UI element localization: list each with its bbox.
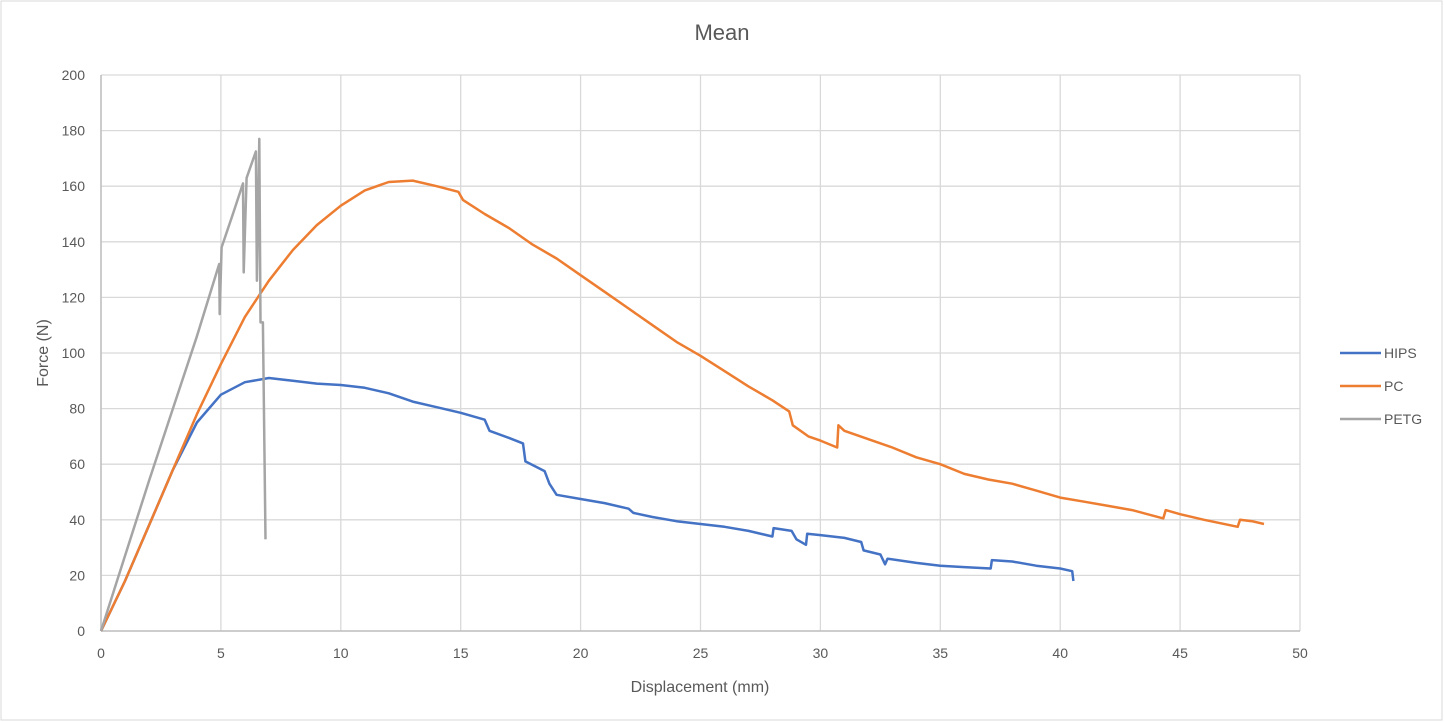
legend-label: PETG (1384, 411, 1422, 427)
y-tick-label: 160 (62, 178, 86, 194)
y-tick-label: 180 (62, 123, 86, 139)
legend-label: HIPS (1384, 345, 1417, 361)
y-tick-label: 140 (62, 234, 86, 250)
x-axis-label: Displacement (mm) (631, 679, 770, 696)
x-tick-label: 35 (933, 645, 949, 661)
x-tick-label: 45 (1172, 645, 1188, 661)
y-axis-label: Force (N) (35, 319, 52, 387)
series-line-pc (99, 179, 1265, 632)
y-tick-label: 60 (69, 456, 85, 472)
y-tick-label: 200 (62, 67, 86, 83)
x-tick-label: 5 (217, 645, 225, 661)
y-tick-label: 120 (62, 289, 86, 305)
series-lines (99, 137, 1265, 632)
x-tick-label: 15 (453, 645, 469, 661)
x-tick-label: 50 (1292, 645, 1308, 661)
y-tick-label: 20 (69, 567, 85, 583)
legend: HIPS PC PETG (1340, 345, 1422, 427)
x-tick-label: 20 (573, 645, 589, 661)
x-tick-label: 0 (97, 645, 105, 661)
series-line-hips (99, 376, 1075, 632)
chart-title: Mean (694, 20, 749, 45)
x-tick-label: 30 (813, 645, 829, 661)
series-line-petg (99, 137, 267, 632)
axes: 0 5 10 15 20 25 30 35 40 45 50 0 20 40 60 80 100 120 140 16… (62, 67, 1308, 661)
x-tick-label: 25 (693, 645, 709, 661)
y-tick-label: 0 (77, 623, 85, 639)
y-tick-label: 80 (69, 401, 85, 417)
y-tick-label: 40 (69, 512, 85, 528)
x-tick-label: 40 (1052, 645, 1068, 661)
x-tick-label: 10 (333, 645, 349, 661)
legend-label: PC (1384, 378, 1403, 394)
y-tick-label: 100 (62, 345, 86, 361)
